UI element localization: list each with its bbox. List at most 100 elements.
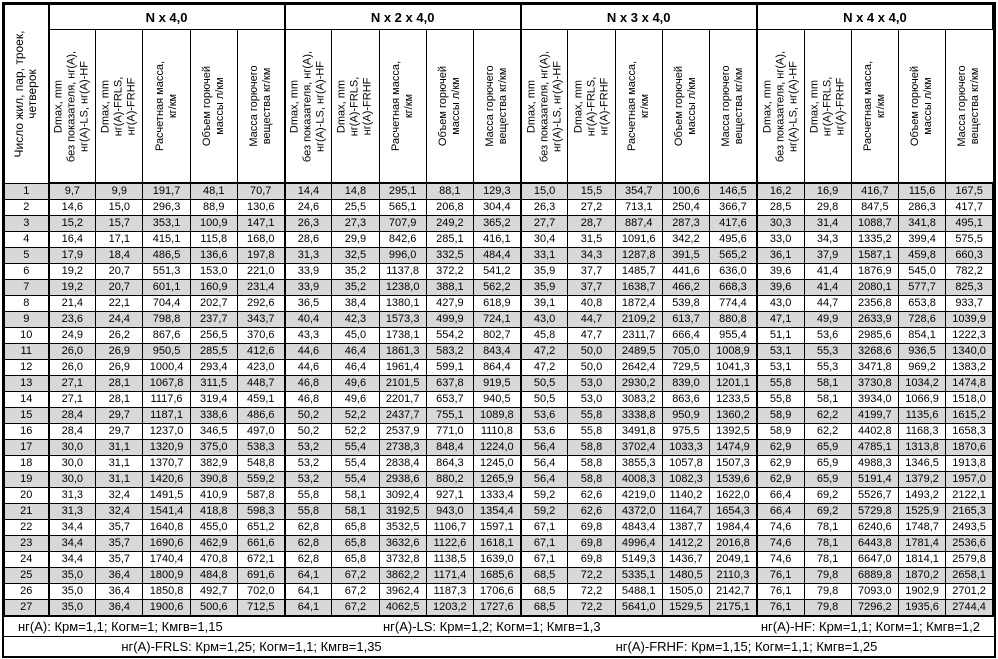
data-cell: 1379,2 <box>897 471 947 488</box>
data-cell: 66,4 <box>755 503 805 520</box>
data-cell: 34,4 <box>47 535 97 552</box>
data-cell: 43,0 <box>755 295 805 312</box>
data-cell: 867,6 <box>142 327 191 344</box>
column-header-combustible: Масса горючего вещества кг/км <box>236 29 286 184</box>
column-header-combustible: Масса горючего вещества кг/км <box>472 29 522 184</box>
data-cell: 62,6 <box>567 487 616 504</box>
row-number: 24 <box>4 551 50 568</box>
row-number: 23 <box>4 535 50 552</box>
data-cell: 933,7 <box>945 295 995 312</box>
data-cell: 53,0 <box>567 391 616 408</box>
data-cell: 22,1 <box>95 295 144 312</box>
row-number: 9 <box>4 311 50 328</box>
row-number: 6 <box>4 263 50 280</box>
data-cell: 28,7 <box>567 215 616 232</box>
data-cell: 53,2 <box>283 471 333 488</box>
data-cell: 62,9 <box>755 455 805 472</box>
data-cell: 52,2 <box>331 407 380 424</box>
data-cell: 62,8 <box>283 551 333 568</box>
table-row: 25 35,0 36,4 1800,9 484,8 691,6 64,1 67,2 3862,2… <box>4 567 995 584</box>
data-cell: 1383,2 <box>945 359 995 376</box>
table-row: 21 31,3 32,4 1541,4 418,8 598,3 55,8 58,1 3192,5… <box>4 503 995 520</box>
data-cell: 30,4 <box>519 231 569 248</box>
data-cell: 28,4 <box>47 407 97 424</box>
data-cell: 6240,6 <box>850 519 899 536</box>
data-cell: 115,6 <box>897 182 947 200</box>
data-cell: 1740,4 <box>142 551 191 568</box>
data-cell: 365,2 <box>472 215 522 232</box>
data-cell: 353,1 <box>142 215 191 232</box>
data-cell: 842,6 <box>378 231 427 248</box>
data-cell: 1615,2 <box>945 407 995 424</box>
data-cell: 26,9 <box>95 359 144 376</box>
data-cell: 1935,6 <box>897 599 947 616</box>
data-cell: 24,4 <box>95 311 144 328</box>
data-cell: 839,0 <box>661 375 711 392</box>
data-cell: 2016,8 <box>709 535 758 552</box>
data-cell: 34,4 <box>47 551 97 568</box>
row-number: 27 <box>4 599 50 616</box>
data-cell: 782,2 <box>945 263 995 280</box>
data-cell: 466,2 <box>661 279 711 296</box>
table-row: 13 27,1 28,1 1067,8 311,5 448,7 46,8 49,6 2101,5… <box>4 375 995 392</box>
data-cell: 34,3 <box>803 231 852 248</box>
data-cell: 539,8 <box>661 295 711 312</box>
data-cell: 50,5 <box>519 391 569 408</box>
data-cell: 370,6 <box>236 327 286 344</box>
data-cell: 62,8 <box>283 535 333 552</box>
table-row: 2 14,6 15,0 296,3 88,9 130,6 24,6 25,5 565,1 206,… <box>4 199 995 216</box>
data-cell: 33,9 <box>283 263 333 280</box>
data-cell: 1900,6 <box>142 599 191 616</box>
data-cell: 1738,1 <box>378 327 427 344</box>
data-cell: 2175,1 <box>709 599 758 616</box>
data-cell: 5149,3 <box>614 551 663 568</box>
data-cell: 1480,5 <box>661 567 711 584</box>
data-cell: 575,5 <box>945 231 995 248</box>
data-cell: 541,2 <box>472 263 522 280</box>
table-row: 18 30,0 31,1 1370,7 382,9 548,8 53,2 55,4 2838,4… <box>4 455 995 472</box>
data-cell: 2938,6 <box>378 471 427 488</box>
data-cell: 56,4 <box>519 455 569 472</box>
data-cell: 14,6 <box>47 199 97 216</box>
data-cell: 636,0 <box>709 263 758 280</box>
data-cell: 545,0 <box>897 263 947 280</box>
data-cell: 416,1 <box>472 231 522 248</box>
data-cell: 462,9 <box>189 535 238 552</box>
data-cell: 221,0 <box>236 263 286 280</box>
data-cell: 455,0 <box>189 519 238 536</box>
data-cell: 311,5 <box>189 375 238 392</box>
data-cell: 28,1 <box>95 375 144 392</box>
data-cell: 55,3 <box>803 359 852 376</box>
data-cell: 1539,6 <box>709 471 758 488</box>
data-cell: 1491,5 <box>142 487 191 504</box>
table-row: 20 31,3 32,4 1491,5 410,9 587,8 55,8 58,1 3092,4… <box>4 487 995 504</box>
data-cell: 27,7 <box>519 215 569 232</box>
data-cell: 538,3 <box>236 439 286 456</box>
data-cell: 46,8 <box>283 391 333 408</box>
group-header-nx2x4: N x 2 x 4,0 <box>283 4 522 30</box>
data-cell: 1493,2 <box>897 487 947 504</box>
data-cell: 1335,2 <box>850 231 899 248</box>
data-cell: 28,1 <box>95 391 144 408</box>
data-cell: 70,7 <box>236 182 286 200</box>
data-cell: 35,0 <box>47 567 97 584</box>
row-number: 14 <box>4 391 50 408</box>
data-cell: 1876,9 <box>850 263 899 280</box>
data-cell: 2985,6 <box>850 327 899 344</box>
data-cell: 29,8 <box>803 199 852 216</box>
data-cell: 30,0 <box>47 439 97 456</box>
data-cell: 1287,8 <box>614 247 663 264</box>
data-cell: 1525,9 <box>897 503 947 520</box>
data-cell: 47,2 <box>519 359 569 376</box>
row-number: 12 <box>4 359 50 376</box>
data-cell: 601,1 <box>142 279 191 296</box>
data-cell: 1041,3 <box>709 359 758 376</box>
coefficients-line-2: нг(А)-FRLS: Крм=1,25; Когм=1,1; Кмгв=1,3… <box>4 636 994 656</box>
data-cell: 825,3 <box>945 279 995 296</box>
data-cell: 1265,9 <box>472 471 522 488</box>
data-cell: 1106,7 <box>425 519 474 536</box>
row-number: 17 <box>4 439 50 456</box>
data-cell: 40,8 <box>567 295 616 312</box>
data-cell: 27,2 <box>567 199 616 216</box>
column-header-mass: Расчетная масса, кг/км <box>850 29 899 184</box>
